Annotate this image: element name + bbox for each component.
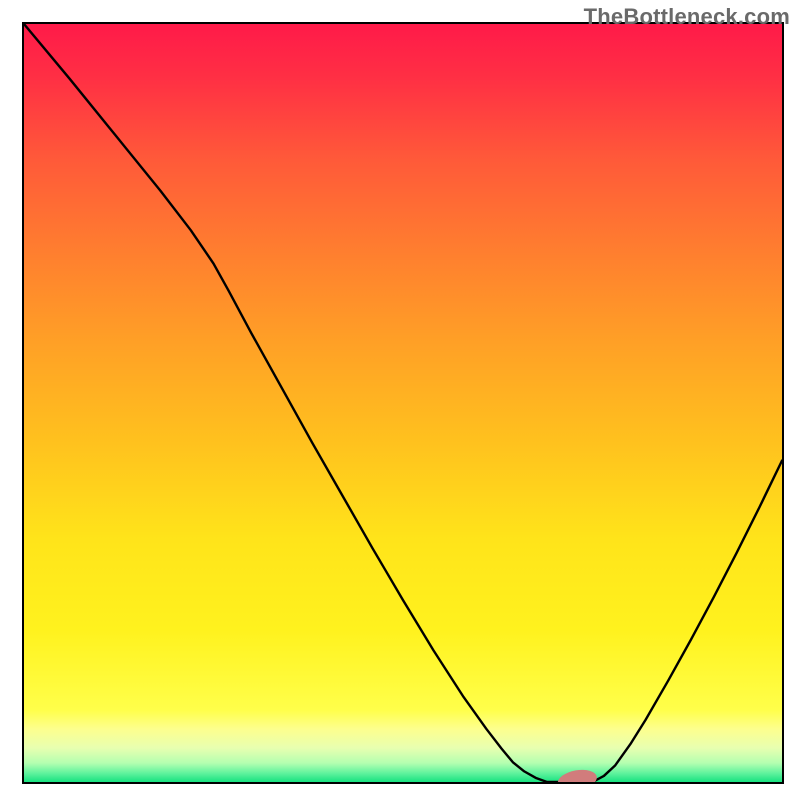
- chart-container: TheBottleneck.com: [0, 0, 800, 800]
- watermark-text: TheBottleneck.com: [584, 4, 790, 30]
- plot-area: [22, 22, 784, 784]
- chart-svg: [24, 24, 782, 782]
- gradient-background: [24, 24, 782, 782]
